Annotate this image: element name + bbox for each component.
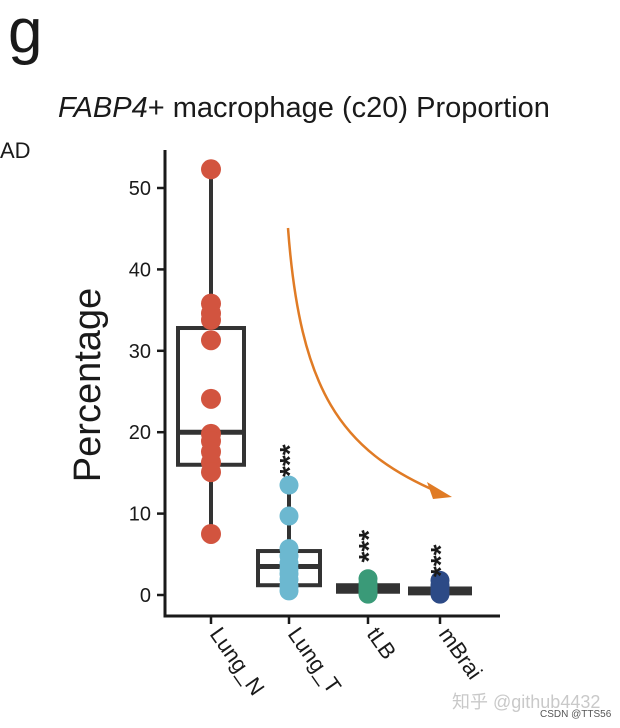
- y-tick-label: 20: [129, 422, 151, 444]
- data-point: [201, 462, 221, 483]
- y-tick-label: 30: [129, 341, 151, 363]
- y-tick-label: 0: [140, 585, 151, 607]
- trend-arrow-head: [427, 482, 452, 499]
- data-point: [201, 523, 221, 544]
- data-point: [279, 506, 299, 526]
- data-point: [279, 581, 299, 601]
- y-axis-label: Percentage: [67, 288, 109, 482]
- x-tick-label: Lung_T: [283, 623, 346, 698]
- x-tick-label: mBrai: [434, 623, 487, 684]
- significance-marker: ***: [425, 544, 456, 577]
- x-tick-label: tLB: [362, 623, 401, 664]
- y-tick-label: 10: [129, 504, 151, 526]
- data-point: [358, 584, 378, 604]
- data-point: [279, 475, 299, 495]
- csdn-watermark: CSDN @TTS56: [540, 709, 612, 720]
- panel-letter: g: [8, 0, 43, 66]
- significance-marker: ***: [274, 444, 305, 477]
- data-point: [201, 159, 221, 180]
- y-tick-label: 40: [129, 259, 151, 281]
- watermark: 知乎 @github4432: [452, 692, 601, 712]
- y-tick-label: 50: [129, 178, 151, 200]
- significance-marker: ***: [353, 530, 384, 563]
- data-point: [201, 309, 221, 330]
- chart-title-rest: + macrophage (c20) Proportion: [147, 92, 550, 124]
- data-point: [201, 388, 221, 409]
- chart-title: FABP4+ macrophage (c20) Proportion: [58, 92, 550, 125]
- data-point: [430, 584, 450, 604]
- chart-title-gene: FABP4: [58, 92, 148, 124]
- trend-arrow: [286, 227, 439, 494]
- x-tick-label: Lung_N: [205, 623, 270, 700]
- cropped-side-label: AD: [0, 138, 31, 163]
- data-point: [201, 330, 221, 351]
